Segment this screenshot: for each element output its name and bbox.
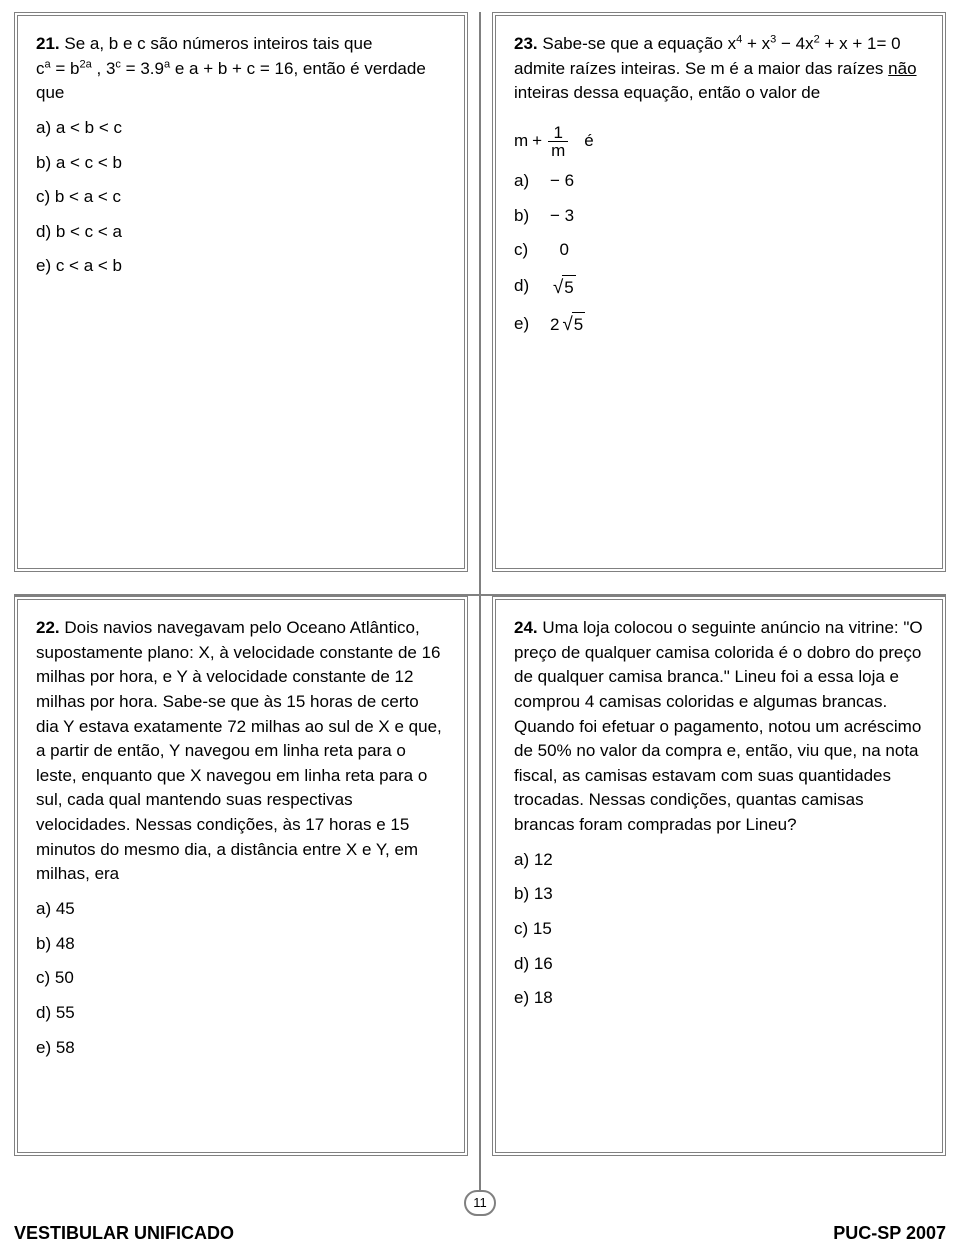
q24-opt-b: b) 13 [514,882,924,907]
q24-opt-d: d) 16 [514,952,924,977]
q22-opt-a: a) 45 [36,897,446,922]
q22-opt-c: c) 50 [36,966,446,991]
q24-opt-e: e) 18 [514,986,924,1011]
q22-stem: 22. Dois navios navegavam pelo Oceano At… [36,616,446,887]
q23-opt-e: e) 25 [514,310,924,338]
question-21: 21. Se a, b e c são números inteiros tai… [14,12,468,572]
q23-number: 23. [514,34,538,53]
q21-opt-b: b) a < c < b [36,151,446,176]
footer-left: VESTIBULAR UNIFICADO [14,1223,234,1244]
q22-opt-d: d) 55 [36,1001,446,1026]
q21-opt-c: c) b < a < c [36,185,446,210]
q24-opt-a: a) 12 [514,848,924,873]
sqrt-icon: 5 [559,310,585,338]
q21-opt-e: e) c < a < b [36,254,446,279]
question-24: 24. Uma loja colocou o seguinte anúncio … [492,596,946,1156]
q21-stem: 21. Se a, b e c são números inteiros tai… [36,32,446,57]
sqrt-icon: 5 [550,273,576,301]
q23-opt-b: b) − 3 [514,204,924,229]
q21-opt-a: a) a < b < c [36,116,446,141]
q23-opt-d: d) 5 [514,273,924,301]
q23-opt-a: a) − 6 [514,169,924,194]
q22-number: 22. [36,618,60,637]
q23-stem: 23. Sabe-se que a equação x4 + x3 − 4x2 … [514,32,924,106]
q24-opt-c: c) 15 [514,917,924,942]
q24-stem: 24. Uma loja colocou o seguinte anúncio … [514,616,924,838]
q21-number: 21. [36,34,60,53]
q23-expression: m + 1 m é [514,124,924,159]
question-22: 22. Dois navios navegavam pelo Oceano At… [14,596,468,1156]
question-23: 23. Sabe-se que a equação x4 + x3 − 4x2 … [492,12,946,572]
q22-opt-b: b) 48 [36,932,446,957]
q21-opt-d: d) b < c < a [36,220,446,245]
q23-opt-c: c) 0 [514,238,924,263]
q23-fraction: 1 m [548,124,568,159]
q24-number: 24. [514,618,538,637]
q22-opt-e: e) 58 [36,1036,446,1061]
page-number: 11 [464,1190,496,1216]
footer-right: PUC-SP 2007 [833,1223,946,1244]
q21-stem-line2: ca = b2a , 3c = 3.9a e a + b + c = 16, e… [36,57,446,106]
